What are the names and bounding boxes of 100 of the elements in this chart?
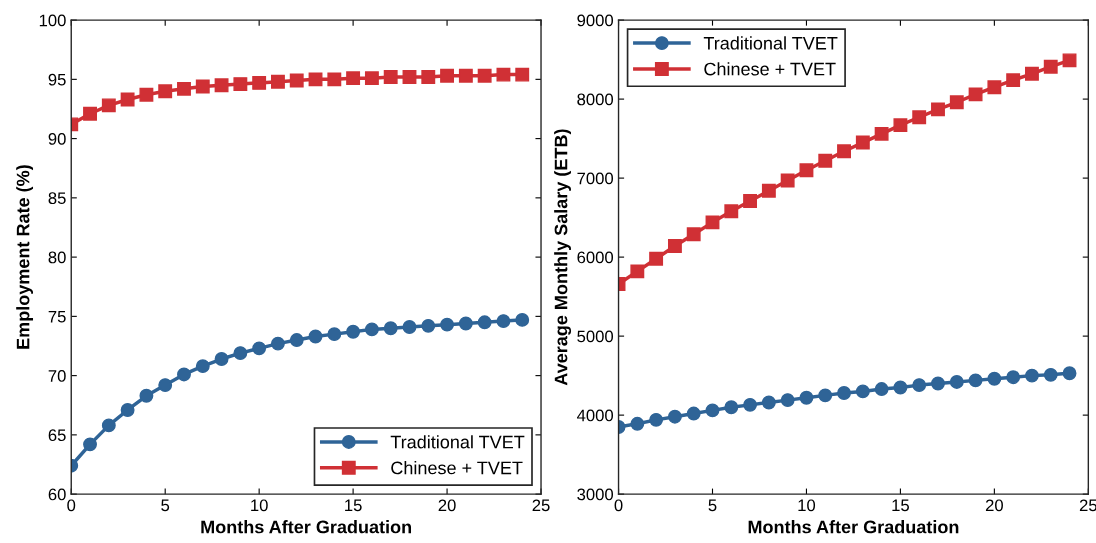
- point: [515, 312, 530, 327]
- legend-label: Chinese + TVET: [704, 62, 836, 76]
- point: [233, 346, 248, 361]
- point: [195, 359, 210, 374]
- point: [496, 67, 511, 82]
- legend-label: Traditional TVET: [390, 435, 525, 449]
- y-tick-label: 60: [48, 488, 66, 501]
- point: [818, 153, 833, 168]
- point: [837, 386, 851, 400]
- legend-label: Chinese + TVET: [391, 461, 523, 475]
- point: [912, 378, 927, 393]
- point: [83, 437, 97, 452]
- point: [1025, 368, 1039, 383]
- point: [724, 204, 739, 219]
- point: [458, 68, 473, 83]
- point: [233, 77, 248, 92]
- point: [705, 403, 720, 418]
- point: [1062, 366, 1077, 381]
- point: [421, 318, 436, 333]
- point: [874, 126, 889, 141]
- point: [987, 371, 1002, 386]
- point: [440, 317, 455, 332]
- point: [364, 322, 379, 337]
- point: [421, 70, 436, 84]
- point: [686, 227, 701, 242]
- y-tick-label: 100: [39, 14, 66, 27]
- x-tick-label: 5: [708, 499, 717, 512]
- point: [799, 390, 814, 405]
- point: [780, 173, 795, 188]
- point: [649, 251, 664, 266]
- point: [289, 333, 304, 348]
- point: [630, 264, 645, 279]
- point: [1025, 66, 1039, 81]
- point: [630, 416, 645, 431]
- point: [402, 320, 417, 334]
- point: [799, 163, 814, 178]
- x-tick-label: 15: [892, 499, 909, 512]
- point: [1043, 59, 1058, 74]
- point: [271, 74, 285, 89]
- point: [101, 418, 116, 433]
- y-tick-label: 9000: [577, 14, 614, 27]
- point: [214, 78, 229, 93]
- point: [195, 79, 210, 94]
- x-tick-label: 5: [161, 499, 170, 512]
- y-tick-label: 3000: [577, 488, 614, 501]
- point: [139, 388, 154, 403]
- point: [346, 324, 361, 339]
- y-tick-label: 7000: [577, 172, 614, 185]
- point: [158, 378, 173, 393]
- point: [855, 135, 870, 150]
- x-tick-label: 15: [345, 499, 362, 512]
- point: [931, 102, 945, 117]
- y-tick-label: 95: [48, 73, 66, 86]
- point: [931, 376, 945, 391]
- point: [327, 327, 342, 342]
- point: [837, 144, 851, 159]
- y-axis-title: Average Monthly Salary (ETB): [554, 129, 572, 386]
- point: [308, 72, 323, 87]
- point: [177, 367, 191, 382]
- point: [1006, 370, 1021, 385]
- x-tick-label: 25: [1079, 499, 1096, 512]
- point: [949, 95, 964, 110]
- x-tick-label: 20: [438, 499, 456, 512]
- y-tick-label: 6000: [577, 251, 614, 264]
- point: [780, 393, 795, 408]
- point: [289, 73, 304, 88]
- point: [818, 388, 833, 403]
- point: [855, 384, 870, 399]
- point: [874, 382, 889, 396]
- point: [724, 400, 739, 415]
- x-axis-title: Months After Graduation: [201, 520, 412, 534]
- point: [252, 75, 267, 90]
- point: [383, 321, 398, 336]
- point: [477, 68, 492, 83]
- point: [667, 239, 682, 253]
- point: [383, 70, 398, 84]
- point: [949, 374, 964, 389]
- point: [968, 373, 983, 388]
- y-tick-label: 5000: [577, 330, 614, 343]
- point: [177, 81, 191, 96]
- point: [158, 84, 173, 99]
- y-tick-label: 4000: [576, 409, 614, 422]
- point: [761, 183, 776, 198]
- point: [101, 98, 116, 113]
- x-tick-label: 10: [251, 499, 268, 512]
- y-tick-label: 70: [48, 370, 66, 382]
- y-tick-label: 90: [48, 133, 66, 145]
- y-axis-title: Employment Rate (%): [16, 165, 34, 349]
- point: [515, 67, 530, 82]
- y-tick-label: 65: [48, 429, 66, 442]
- point: [968, 87, 983, 102]
- y-tick-label: 75: [48, 310, 66, 323]
- point: [346, 71, 361, 86]
- x-tick-label: 10: [798, 499, 816, 512]
- point: [893, 118, 908, 133]
- point: [477, 315, 492, 330]
- point: [496, 314, 511, 329]
- point: [458, 316, 473, 331]
- point: [252, 341, 267, 356]
- point: [83, 106, 97, 121]
